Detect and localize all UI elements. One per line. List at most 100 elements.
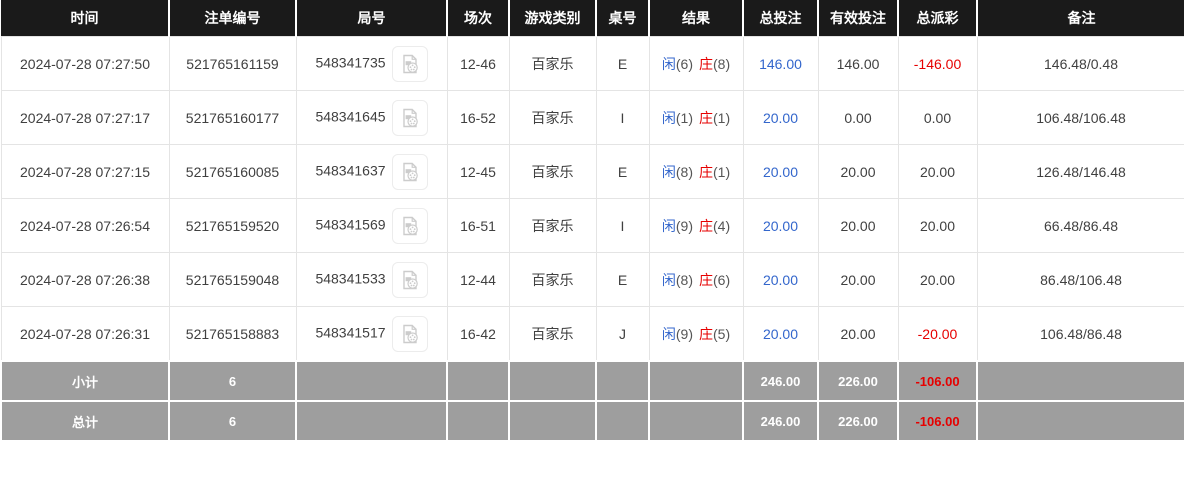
player-result: 闲: [661, 325, 676, 342]
video-replay-button[interactable]: [391, 315, 428, 352]
total-bet-cell[interactable]: 20.00: [742, 144, 819, 199]
video-replay-button[interactable]: [391, 207, 428, 244]
summary-row: 小计 6 246.00 226.00 -106.00: [0, 360, 1184, 402]
summary-game-type-cell: [508, 400, 597, 442]
player-score: (9): [675, 217, 693, 234]
result-cell: 闲(8) 庄(1): [648, 144, 744, 199]
round-cell: 548341533: [295, 252, 448, 307]
summary-table-no-cell: [595, 400, 650, 442]
player-result: 闲: [661, 271, 676, 288]
video-replay-button[interactable]: [391, 261, 428, 298]
remark-cell: 106.48/86.48: [976, 306, 1184, 362]
summary-result-cell: [648, 360, 744, 402]
banker-result: 庄: [699, 325, 713, 342]
time-cell: 2024-07-28 07:26:38: [0, 252, 170, 307]
game-type-cell: 百家乐: [508, 306, 597, 362]
payout-cell: 20.00: [897, 252, 978, 307]
round-cell: 548341645: [295, 90, 448, 145]
banker-score: (5): [713, 325, 731, 342]
game-type-cell: 百家乐: [508, 198, 597, 253]
banker-score: (8): [713, 55, 731, 72]
table-row: 2024-07-28 07:26:38 521765159048 5483415…: [0, 252, 1184, 307]
valid-bet-cell: 20.00: [817, 144, 899, 199]
valid-bet-cell: 20.00: [817, 252, 899, 307]
player-score: (8): [675, 163, 693, 180]
video-replay-button[interactable]: [391, 45, 428, 82]
total-bet-cell[interactable]: 20.00: [742, 198, 819, 253]
table-row: 2024-07-28 07:27:50 521765161159 5483417…: [0, 36, 1184, 91]
total-bet-cell[interactable]: 20.00: [742, 252, 819, 307]
summary-total-bet: 246.00: [742, 360, 819, 402]
session-cell: 16-51: [446, 198, 510, 253]
video-replay-button[interactable]: [391, 99, 428, 136]
summary-result-cell: [648, 400, 744, 442]
bet-id-cell: 521765160085: [168, 144, 297, 199]
summary-round-cell: [295, 360, 448, 402]
video-replay-button[interactable]: [391, 153, 428, 190]
round-cell: 548341517: [295, 306, 448, 362]
table-row: 2024-07-28 07:27:15 521765160085 5483416…: [0, 144, 1184, 199]
session-cell: 12-44: [446, 252, 510, 307]
banker-result: 庄: [699, 55, 713, 72]
session-cell: 12-46: [446, 36, 510, 91]
payout-cell: 20.00: [897, 198, 978, 253]
round-cell: 548341569: [295, 198, 448, 253]
banker-score: (6): [713, 271, 731, 288]
summary-label: 小计: [0, 360, 170, 402]
result-cell: 闲(9) 庄(5): [648, 306, 744, 362]
summary-session-cell: [446, 400, 510, 442]
video-file-icon: [398, 106, 422, 130]
player-score: (8): [675, 271, 693, 288]
summary-payout: -106.00: [897, 400, 978, 442]
table-no-cell: E: [595, 36, 650, 91]
game-type-cell: 百家乐: [508, 252, 597, 307]
column-header-total_bet: 总投注: [743, 0, 819, 37]
video-file-icon: [398, 160, 422, 184]
bet-id-cell: 521765160177: [168, 90, 297, 145]
result-cell: 闲(1) 庄(1): [648, 90, 744, 145]
player-result: 闲: [661, 217, 676, 234]
table-no-cell: E: [595, 252, 650, 307]
payout-cell: 0.00: [897, 90, 978, 145]
summary-remark-cell: [976, 400, 1184, 442]
player-score: (1): [675, 109, 693, 126]
column-header-time: 时间: [1, 0, 170, 37]
result-cell: 闲(8) 庄(6): [648, 252, 744, 307]
total-bet-cell[interactable]: 146.00: [742, 36, 819, 91]
column-header-valid_bet: 有效投注: [818, 0, 899, 37]
round-id: 548341517: [315, 324, 386, 341]
valid-bet-cell: 146.00: [817, 36, 899, 91]
round-cell: 548341735: [295, 36, 448, 91]
remark-cell: 106.48/106.48: [976, 90, 1184, 145]
valid-bet-cell: 20.00: [817, 306, 899, 362]
table-no-cell: J: [595, 306, 650, 362]
remark-cell: 146.48/0.48: [976, 36, 1184, 91]
round-id: 548341533: [315, 270, 386, 287]
table-row: 2024-07-28 07:26:54 521765159520 5483415…: [0, 198, 1184, 253]
video-file-icon: [398, 214, 422, 238]
payout-cell: -20.00: [897, 306, 978, 362]
summary-label: 总计: [0, 400, 170, 442]
time-cell: 2024-07-28 07:27:15: [0, 144, 170, 199]
valid-bet-cell: 0.00: [817, 90, 899, 145]
total-bet-cell[interactable]: 20.00: [742, 306, 819, 362]
session-cell: 16-52: [446, 90, 510, 145]
video-file-icon: [398, 52, 422, 76]
total-bet-cell[interactable]: 20.00: [742, 90, 819, 145]
session-cell: 16-42: [446, 306, 510, 362]
banker-score: (4): [713, 217, 731, 234]
column-header-result: 结果: [649, 0, 744, 37]
video-file-icon: [398, 322, 422, 346]
round-id: 548341735: [315, 54, 386, 71]
game-type-cell: 百家乐: [508, 36, 597, 91]
round-id: 548341645: [315, 108, 386, 125]
table-row: 2024-07-28 07:26:31 521765158883 5483415…: [0, 306, 1184, 362]
table-body: 2024-07-28 07:27:50 521765161159 5483417…: [0, 36, 1184, 442]
summary-table-no-cell: [595, 360, 650, 402]
column-header-remark: 备注: [977, 0, 1184, 37]
time-cell: 2024-07-28 07:27:50: [0, 36, 170, 91]
banker-result: 庄: [699, 109, 713, 126]
bet-id-cell: 521765159520: [168, 198, 297, 253]
summary-valid-bet: 226.00: [817, 400, 899, 442]
column-header-session: 场次: [447, 0, 510, 37]
